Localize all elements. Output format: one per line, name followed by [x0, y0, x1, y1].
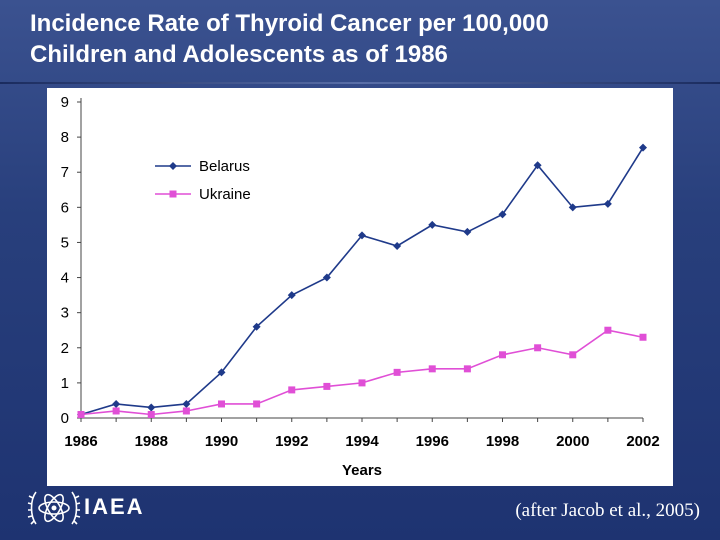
x-tick-label: 2002: [626, 433, 659, 450]
data-point-ukraine: [393, 368, 401, 376]
data-point-belarus: [393, 241, 402, 250]
x-tick-label: 1998: [486, 433, 519, 450]
x-tick-label: 1990: [205, 433, 238, 450]
data-point-belarus: [112, 399, 121, 408]
y-tick-label: 9: [61, 94, 69, 111]
data-point-belarus: [147, 403, 156, 412]
data-point-ukraine: [323, 382, 331, 390]
data-point-ukraine: [147, 410, 155, 418]
data-point-belarus: [358, 231, 366, 240]
chart-panel: 0 1 2 3 4 5 6 7 8 9 1986 1988 1990 1992 1994 1996 1998 20…: [47, 88, 673, 486]
y-tick-label: 4: [61, 270, 69, 287]
data-point-belarus: [287, 291, 296, 300]
data-point-ukraine: [604, 326, 612, 334]
data-point-belarus: [568, 203, 577, 212]
x-tick-label: 1992: [275, 433, 308, 450]
data-point-belarus: [603, 199, 612, 208]
data-point-ukraine: [534, 344, 542, 352]
x-tick-label: 1994: [345, 433, 379, 450]
x-tick-label: 2000: [556, 433, 589, 450]
series-line-ukraine: [80, 329, 644, 416]
data-point-ukraine: [182, 407, 190, 415]
legend-label-ukraine: Ukraine: [199, 186, 251, 203]
data-point-ukraine: [112, 407, 120, 415]
data-point-belarus: [252, 322, 261, 331]
data-point-ukraine: [218, 400, 225, 408]
data-point-ukraine: [358, 379, 366, 387]
x-tick-label: 1986: [64, 433, 97, 450]
data-point-belarus: [639, 143, 647, 152]
y-tick-label: 5: [61, 234, 69, 251]
data-point-ukraine: [639, 333, 647, 341]
data-point-ukraine: [288, 386, 296, 394]
data-point-belarus: [463, 227, 472, 236]
line-chart: 0 1 2 3 4 5 6 7 8 9 1986 1988 1990 1992 1994 1996 1998 20…: [61, 94, 660, 479]
legend-label-belarus: Belarus: [199, 158, 250, 175]
y-tick-label: 3: [61, 305, 69, 322]
y-tick-label: 1: [61, 375, 69, 392]
y-tick-label: 2: [61, 340, 69, 357]
data-point-belarus: [428, 220, 437, 229]
slide-title-line-1: Incidence Rate of Thyroid Cancer per 100…: [30, 10, 549, 37]
data-point-ukraine: [499, 351, 506, 359]
y-tick-label: 8: [61, 129, 69, 146]
data-point-belarus: [217, 368, 226, 377]
citation-text: (after Jacob et al., 2005): [515, 500, 700, 521]
x-axis-title: Years: [342, 462, 382, 479]
data-point-ukraine: [253, 400, 261, 408]
data-point-belarus: [533, 161, 542, 170]
series-line-belarus: [80, 147, 644, 416]
y-tick-label: 6: [61, 199, 69, 216]
slide-title-line-2: Children and Adolescents as of 1986: [30, 41, 448, 68]
data-point-belarus: [498, 210, 507, 219]
legend-marker-belarus: [169, 162, 177, 170]
y-tick-label: 0: [61, 410, 69, 427]
x-tick-label: 1996: [416, 433, 449, 450]
legend-marker-ukraine: [169, 190, 177, 198]
data-point-belarus: [182, 399, 191, 408]
iaea-atom-logo-icon: [27, 491, 81, 525]
data-point-ukraine: [463, 365, 471, 373]
header-divider: [0, 82, 720, 84]
slide-title: Incidence Rate of Thyroid Cancer per 100…: [30, 8, 710, 70]
data-point-belarus: [322, 273, 331, 282]
data-point-ukraine: [77, 410, 85, 418]
x-tick-label: 1988: [135, 433, 168, 450]
y-tick-label: 7: [61, 164, 69, 181]
data-point-ukraine: [569, 351, 577, 359]
iaea-logo-text: IAEA: [84, 494, 145, 519]
data-point-ukraine: [428, 365, 436, 373]
